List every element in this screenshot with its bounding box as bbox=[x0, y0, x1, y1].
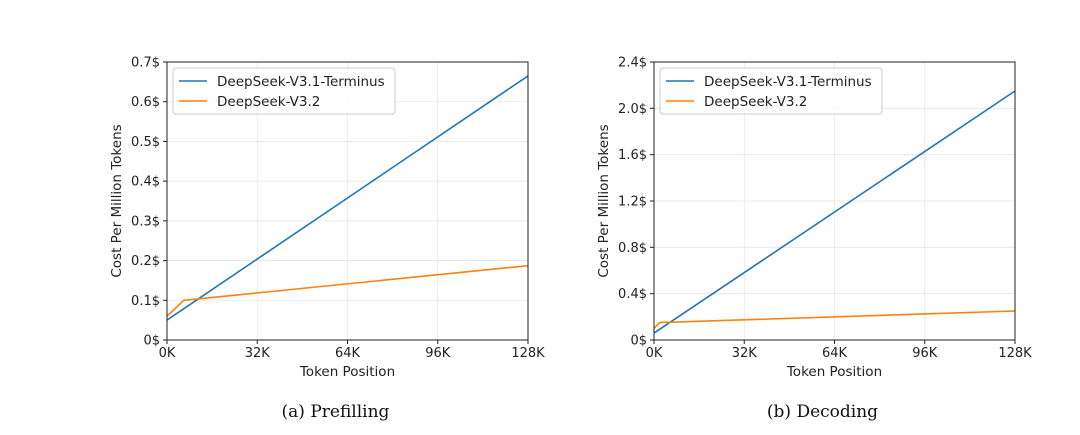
x-tick-label: 64K bbox=[822, 346, 848, 361]
y-axis-ticks: 0$ 0.1$ 0.2$ 0.3$ 0.4$ 0.5$ 0.6$ 0.7$ bbox=[131, 56, 167, 349]
y-tick-label: 2.0$ bbox=[618, 102, 647, 117]
y-tick-label: 0.4$ bbox=[131, 175, 160, 190]
series-line-v32 bbox=[166, 264, 529, 317]
y-tick-label: 1.2$ bbox=[618, 195, 647, 210]
y-tick-label: 0.5$ bbox=[131, 135, 160, 150]
y-axis-ticks: 0$ 0.4$ 0.8$ 1.2$ 1.6$ 2.0$ 2.4$ bbox=[618, 56, 654, 349]
x-tick-label: 32K bbox=[732, 346, 758, 361]
chart-decoding: 0K 32K 64K 96K 128K 0$ 0.4$ 0.8$ 1.2$ 1.6$ 2.0$ 2.… bbox=[596, 56, 1032, 423]
legend-label-v32: DeepSeek-V3.2 bbox=[217, 94, 320, 110]
legend-label-v31: DeepSeek-V3.1-Terminus bbox=[217, 74, 385, 90]
series-line-v31-terminus bbox=[166, 75, 529, 321]
legend-box bbox=[172, 67, 396, 115]
series-line-v32 bbox=[653, 310, 1016, 329]
x-tick-label: 96K bbox=[425, 346, 451, 361]
y-tick-label: 0.6$ bbox=[131, 95, 160, 110]
x-axis-ticks: 0K 32K 64K 96K 128K bbox=[646, 340, 1032, 361]
x-tick-label: 96K bbox=[912, 346, 938, 361]
y-axis-label: Cost Per Million Tokens bbox=[109, 124, 125, 277]
y-tick-label: 0.7$ bbox=[131, 56, 160, 71]
x-tick-label: 64K bbox=[335, 346, 361, 361]
series-line-v31-terminus bbox=[653, 90, 1016, 334]
y-tick-label: 0$ bbox=[630, 334, 647, 349]
y-axis-label: Cost Per Million Tokens bbox=[596, 124, 612, 277]
caption-decoding: (b) Decoding bbox=[767, 402, 878, 422]
y-tick-label: 0.8$ bbox=[618, 241, 647, 256]
legend-box bbox=[659, 67, 883, 115]
y-tick-label: 0.3$ bbox=[131, 214, 160, 229]
caption-prefilling: (a) Prefilling bbox=[282, 402, 390, 422]
x-tick-label: 0K bbox=[159, 346, 176, 361]
x-axis-label: Token Position bbox=[786, 364, 882, 380]
x-tick-label: 32K bbox=[245, 346, 271, 361]
y-tick-label: 1.6$ bbox=[618, 148, 647, 163]
legend-label-v31: DeepSeek-V3.1-Terminus bbox=[704, 74, 872, 90]
y-tick-label: 0.2$ bbox=[131, 254, 160, 269]
y-tick-label: 0.4$ bbox=[618, 287, 647, 302]
x-axis-ticks: 0K 32K 64K 96K 128K bbox=[159, 340, 545, 361]
x-tick-label: 128K bbox=[998, 346, 1032, 361]
series-lines bbox=[166, 75, 529, 321]
legend: DeepSeek-V3.1-Terminus DeepSeek-V3.2 bbox=[659, 67, 883, 115]
legend: DeepSeek-V3.1-Terminus DeepSeek-V3.2 bbox=[172, 67, 396, 115]
x-tick-label: 0K bbox=[646, 346, 663, 361]
y-tick-label: 2.4$ bbox=[618, 56, 647, 71]
legend-label-v32: DeepSeek-V3.2 bbox=[704, 94, 807, 110]
y-tick-label: 0$ bbox=[143, 334, 160, 349]
x-axis-label: Token Position bbox=[299, 364, 395, 380]
y-tick-label: 0.1$ bbox=[131, 294, 160, 309]
chart-prefilling: 0K 32K 64K 96K 128K 0$ 0.1$ 0.2$ 0.3$ 0.4$ 0.5$ 0.… bbox=[109, 56, 545, 423]
series-lines bbox=[653, 90, 1016, 334]
x-tick-label: 128K bbox=[511, 346, 545, 361]
